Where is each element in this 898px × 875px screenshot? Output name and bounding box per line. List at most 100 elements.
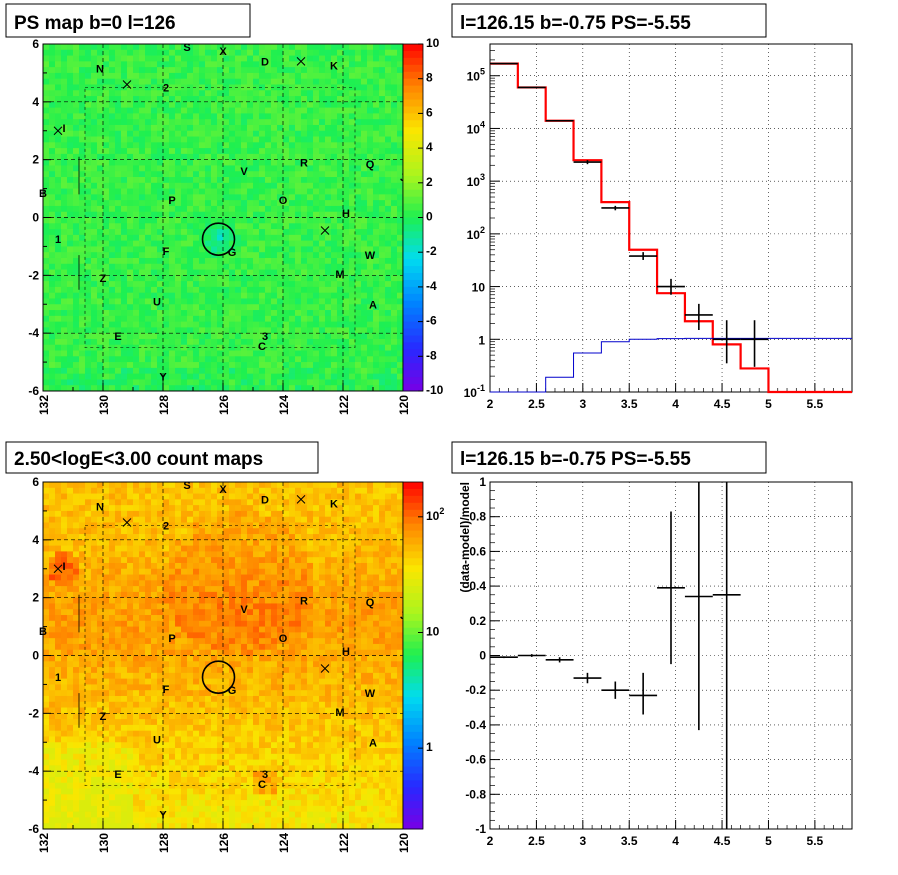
y-tick-label: 0.4 bbox=[469, 579, 486, 593]
source-label: F bbox=[163, 684, 170, 696]
y-tick-label: 1 bbox=[479, 475, 486, 489]
heatmap-cells bbox=[43, 482, 404, 830]
x-tick-label: 5.5 bbox=[807, 834, 824, 848]
source-label: U bbox=[153, 734, 161, 746]
region-outline bbox=[84, 87, 356, 348]
x-tick-label: 132 bbox=[37, 395, 51, 415]
colorbar-frame bbox=[402, 481, 424, 830]
source-label: P bbox=[168, 195, 175, 207]
source-label: M bbox=[335, 707, 344, 719]
colorbar-tick-label: 10 bbox=[426, 624, 440, 638]
panel-title: l=126.15 b=-0.75 PS=-5.55 bbox=[460, 13, 691, 34]
x-tick-label: 2.5 bbox=[528, 834, 545, 848]
source-label: S bbox=[183, 480, 190, 492]
y-tick-label: -1 bbox=[475, 822, 486, 836]
x-tick-label: 4.5 bbox=[714, 834, 731, 848]
heatmap-grid bbox=[43, 44, 403, 391]
y-tick-label: -0.2 bbox=[465, 683, 486, 697]
colorbar-tick-label: 2 bbox=[426, 175, 433, 189]
source-label: E bbox=[114, 331, 121, 343]
y-tick-label: 0.6 bbox=[469, 544, 486, 558]
source-label: Y bbox=[159, 372, 167, 384]
y-tick-label: -4 bbox=[28, 326, 39, 340]
y-tick-label: -2 bbox=[28, 268, 39, 282]
y-tick-label: 0 bbox=[32, 211, 39, 225]
source-label: U bbox=[153, 296, 161, 308]
source-cross bbox=[53, 126, 63, 136]
source-cross bbox=[320, 664, 330, 673]
plot-frame bbox=[489, 43, 853, 393]
source-label: C bbox=[258, 779, 266, 791]
colorbar-tick-label: 10 bbox=[426, 36, 440, 50]
y-tick-label: 0 bbox=[479, 649, 486, 663]
panel-title-box bbox=[451, 441, 767, 474]
source-label: Y bbox=[159, 810, 167, 822]
source-cross bbox=[296, 494, 306, 504]
source-label: Z bbox=[100, 711, 107, 723]
heatmap-cells bbox=[43, 44, 404, 392]
x-tick-label: 128 bbox=[157, 395, 171, 415]
source-label: C bbox=[258, 341, 266, 353]
source-label: R bbox=[300, 158, 308, 170]
y-tick-label: 104 bbox=[467, 119, 485, 136]
colorbar bbox=[403, 482, 423, 830]
source-label: S bbox=[183, 42, 190, 54]
source-label: I bbox=[62, 561, 65, 573]
y-tick-label: 4 bbox=[32, 95, 39, 109]
region-outline bbox=[84, 525, 356, 786]
x-tick-label: 124 bbox=[277, 395, 291, 415]
y-tick-label: 10-1 bbox=[464, 383, 485, 400]
source-label: 3 bbox=[262, 331, 268, 343]
source-cross bbox=[320, 226, 330, 235]
y-tick-label: 10 bbox=[472, 281, 486, 295]
y-tick-label: -6 bbox=[28, 822, 39, 836]
source-label: D bbox=[261, 56, 269, 68]
model-step-line bbox=[490, 62, 852, 394]
colorbar-tick-label: 0 bbox=[426, 210, 433, 224]
x-tick-label: 3 bbox=[579, 834, 586, 848]
x-tick-label: 5.5 bbox=[807, 397, 824, 411]
y-tick-label: 0.2 bbox=[469, 614, 486, 628]
panel-title: 2.50<logE<3.00 count maps bbox=[14, 449, 263, 470]
y-tick-label: 102 bbox=[467, 225, 485, 242]
x-tick-label: 2 bbox=[487, 397, 494, 411]
source-label: P bbox=[168, 633, 175, 645]
source-label: Z bbox=[100, 273, 107, 285]
x-tick-label: 2.5 bbox=[528, 397, 545, 411]
panel-title-box bbox=[5, 3, 251, 38]
colorbar bbox=[403, 44, 423, 392]
colorbar-tick-label: -4 bbox=[426, 279, 437, 293]
y-tick-label: 0 bbox=[32, 649, 39, 663]
panel-title-box bbox=[451, 3, 767, 38]
x-tick-label: 3.5 bbox=[621, 397, 638, 411]
x-tick-label: 5 bbox=[765, 834, 772, 848]
y-tick-label: 103 bbox=[467, 172, 485, 189]
y-tick-label: 2 bbox=[32, 591, 39, 605]
panel-title: PS map b=0 l=126 bbox=[14, 13, 176, 34]
y-axis-label: (data-model)/model bbox=[458, 482, 472, 593]
source-label: M bbox=[335, 269, 344, 281]
x-tick-label: 122 bbox=[337, 395, 351, 415]
source-label: N bbox=[96, 502, 104, 514]
colorbar-tick-label: 4 bbox=[426, 140, 433, 154]
y-tick-label: -4 bbox=[28, 764, 39, 778]
colorbar-tick-label: 102 bbox=[426, 506, 444, 523]
y-tick-label: -6 bbox=[28, 384, 39, 398]
x-tick-label: 126 bbox=[217, 833, 231, 853]
source-cross bbox=[122, 80, 132, 89]
source-label: O bbox=[279, 633, 288, 645]
source-cross bbox=[53, 564, 63, 574]
source-label: K bbox=[330, 499, 338, 511]
source-circle bbox=[201, 660, 236, 694]
spectrum-grid bbox=[490, 44, 852, 392]
source-label: G bbox=[228, 685, 237, 697]
x-tick-label: 5 bbox=[765, 397, 772, 411]
source-label: X bbox=[219, 46, 227, 58]
source-label: W bbox=[365, 688, 376, 700]
source-cross bbox=[296, 56, 306, 66]
x-tick-label: 4.5 bbox=[714, 397, 731, 411]
colorbar-tick-label: -10 bbox=[426, 383, 444, 397]
source-label: G bbox=[228, 247, 237, 259]
source-label: V bbox=[240, 166, 248, 178]
